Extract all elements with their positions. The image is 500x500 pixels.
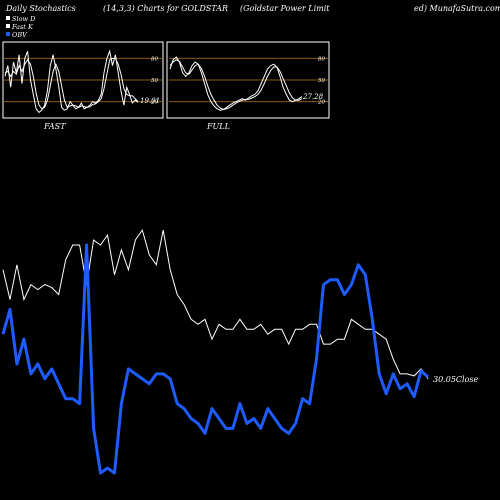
level-label-50: 50 (318, 78, 325, 84)
legend-swatch-slow-d (6, 16, 10, 20)
full-panel-label: FULL (206, 122, 230, 131)
header-far-right: ed) MunafaSutra.com (414, 4, 500, 13)
legend-label-slow-d: Slow D (12, 15, 36, 23)
legend-label-fast-k: Fast K (11, 23, 34, 31)
full-d-line (169, 59, 303, 111)
header-center: (14,3,3) Charts for GOLDSTAR (103, 4, 228, 13)
legend: Slow D Fast K OBV (6, 15, 36, 39)
level-label-80: 80 (318, 56, 325, 62)
fast-value-label: 19.01 (140, 97, 160, 105)
legend-swatch-obv (6, 32, 10, 36)
full-k-line (169, 56, 303, 111)
fast-level-lines: 20 50 80 (4, 56, 162, 106)
level-label-20: 20 (317, 100, 325, 106)
full-panel-frame (166, 41, 330, 119)
fast-panel: 20 50 80 19.01 FAST (2, 41, 164, 131)
fast-panel-label: FAST (43, 122, 66, 131)
full-value-label: 27.28 (302, 93, 324, 101)
header-right: (Goldstar Power Limit (240, 4, 330, 13)
full-level-lines: 20 50 80 (169, 56, 328, 106)
price-line (2, 228, 429, 380)
full-panel: 20 50 80 27.28 FULL (166, 41, 330, 131)
legend-label-obv: OBV (12, 31, 28, 39)
main-plot: 30.05Close (1, 228, 479, 475)
fast-k-line (4, 49, 139, 114)
header-left: Daily Stochastics (5, 4, 76, 13)
legend-swatch-fast-k (6, 24, 10, 28)
close-label: 30.05Close (433, 375, 479, 384)
level-label-50: 50 (151, 78, 158, 84)
level-label-20: 20 (150, 100, 158, 106)
level-label-80: 80 (151, 56, 158, 62)
fast-panel-frame (2, 41, 164, 119)
obv-line (1, 243, 429, 475)
